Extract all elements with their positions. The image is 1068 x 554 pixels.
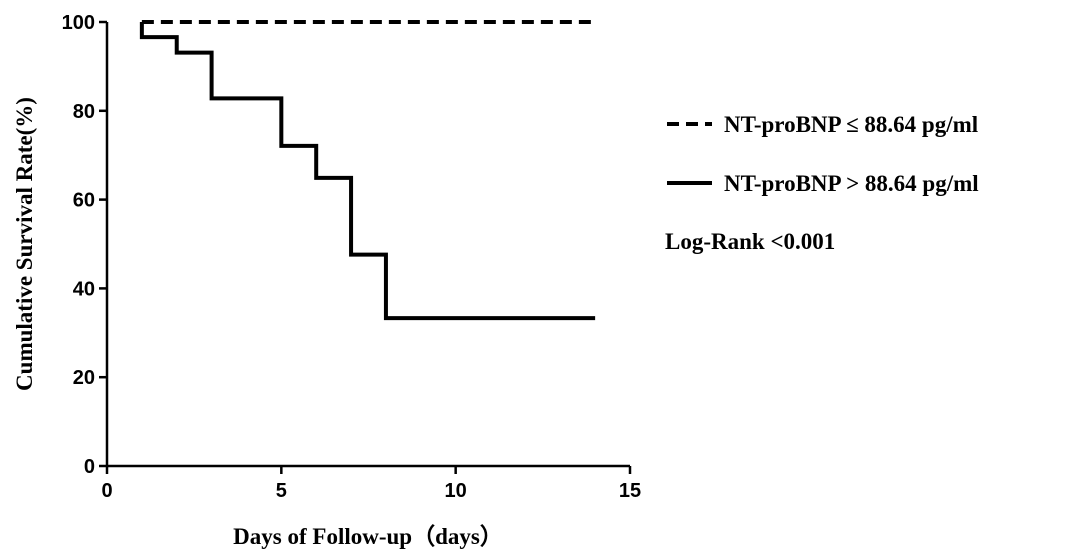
x-tick-label: 5 [276, 480, 287, 502]
x-tick-label: 15 [619, 480, 641, 502]
y-axis-title: Cumulative Survival Rate(%) [12, 97, 37, 391]
x-axis-title: Days of Follow-up（days） [233, 523, 503, 549]
y-tick-label: 60 [73, 190, 95, 212]
x-tick-label: 10 [445, 480, 467, 502]
axes [105, 22, 630, 468]
x-tick-label: 0 [101, 480, 112, 502]
log-rank-annotation: Log-Rank <0.001 [665, 229, 835, 254]
y-tick-label: 0 [84, 456, 95, 478]
y-tick-label: 40 [73, 278, 95, 300]
series-group [139, 20, 596, 321]
y-tick-label: 100 [62, 12, 95, 34]
series-line-1 [139, 22, 596, 321]
legend-label-low: NT-proBNP ≤ 88.64 pg/ml [724, 112, 978, 137]
legend-label-high: NT-proBNP > 88.64 pg/ml [724, 171, 979, 196]
ticks: 0 5 10 15 0 20 40 60 80 100 [62, 12, 642, 502]
y-tick-label: 20 [73, 367, 95, 389]
legend: NT-proBNP ≤ 88.64 pg/ml NT-proBNP > 88.6… [665, 112, 979, 254]
y-tick-label: 80 [73, 101, 95, 123]
